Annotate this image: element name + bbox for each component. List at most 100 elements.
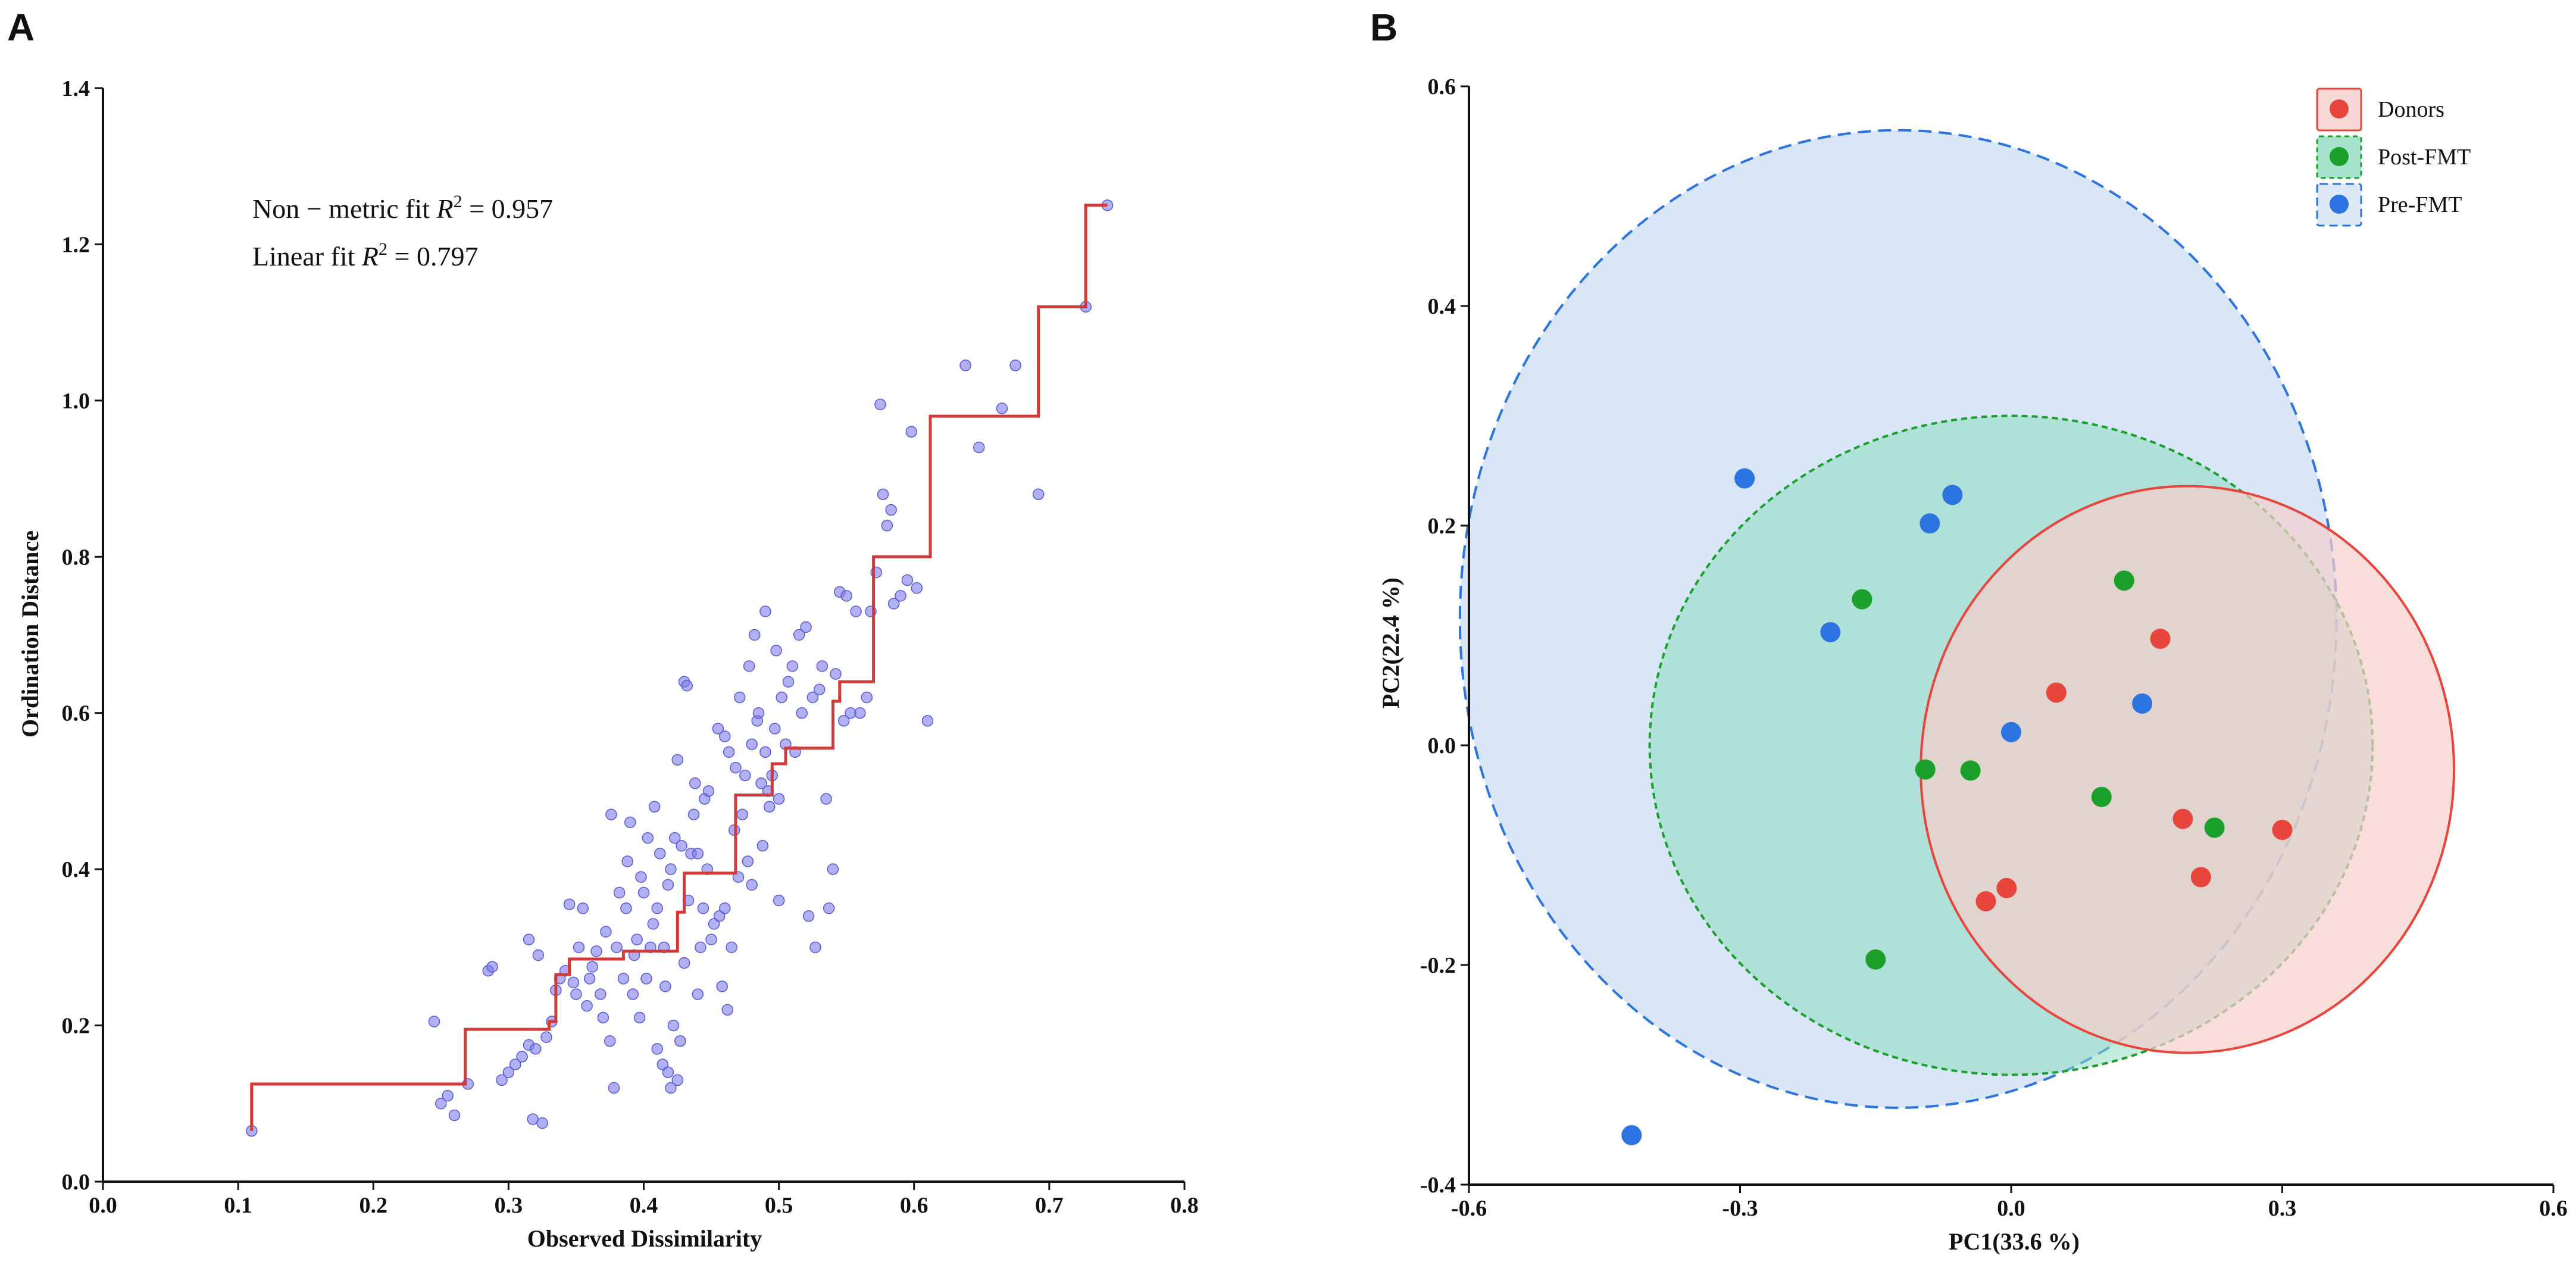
shepard-point	[581, 1000, 593, 1012]
shepard-point	[895, 590, 906, 602]
x-axis-title: Observed Dissimilarity	[527, 1225, 762, 1252]
pre-fmt-point	[1942, 485, 1963, 505]
shepard-point	[814, 683, 826, 696]
shepard-point	[665, 863, 677, 875]
shepard-point	[486, 961, 498, 973]
shepard-point	[448, 1109, 461, 1122]
shepard-point	[996, 402, 1008, 414]
nonmetric-r-symbol: R	[436, 193, 454, 224]
shepard-point	[627, 988, 639, 1000]
shepard-point	[806, 691, 819, 704]
shepard-point	[730, 761, 742, 774]
shepard-point	[721, 1004, 734, 1016]
shepard-point	[642, 832, 654, 844]
shepard-point	[1009, 360, 1021, 371]
shepard-point	[540, 1031, 552, 1044]
nonmetric-fit-annotation: Non − metric fit R2 = 0.957	[252, 192, 553, 224]
post-fmt-point	[1852, 589, 1872, 610]
pre-fmt-point	[1820, 621, 1841, 642]
shepard-point	[743, 660, 755, 672]
shepard-point	[874, 398, 886, 411]
shepard-point	[850, 605, 862, 617]
shepard-point	[861, 691, 873, 704]
y-tick-label: 1.4	[62, 76, 90, 101]
shepard-point	[624, 816, 636, 829]
shepard-point	[716, 980, 728, 992]
x-tick-label: 0.1	[224, 1193, 252, 1218]
shepard-point	[802, 910, 815, 922]
shepard-point	[854, 707, 866, 719]
shepard-point	[905, 426, 917, 438]
pc2-tick-label: 0.2	[1428, 514, 1456, 539]
shepard-point	[635, 871, 647, 883]
panel-label-a: A	[7, 6, 35, 49]
shepard-point	[830, 668, 842, 680]
shepard-point	[605, 808, 617, 821]
post-fmt-point	[2091, 786, 2112, 807]
shepard-point	[692, 848, 704, 860]
shepard-point	[631, 933, 643, 945]
shepard-point	[647, 918, 659, 930]
shepard-point	[640, 973, 652, 985]
shepard-point	[620, 902, 632, 914]
pc2-axis-title: PC2(22.4 %)	[1377, 577, 1404, 708]
shepard-point	[654, 848, 666, 860]
shepard-point	[786, 660, 799, 672]
shepard-point	[742, 855, 754, 867]
shepard-point	[687, 808, 700, 821]
y-tick-label: 0.6	[62, 701, 90, 726]
shepard-point	[746, 738, 758, 750]
shepard-point	[608, 1082, 620, 1094]
legend-label-post-fmt: Post-FMT	[2378, 145, 2471, 170]
shepard-point	[604, 1035, 616, 1047]
shepard-point	[748, 629, 761, 641]
nonmetric-step-fit-line	[250, 204, 1108, 1131]
shepard-point	[752, 707, 765, 719]
group-ellipses	[1458, 129, 2455, 1109]
shepard-point	[595, 988, 607, 1000]
shepard-point	[692, 988, 704, 1000]
shepard-point	[702, 785, 715, 797]
shepard-point	[668, 832, 681, 844]
shepard-point	[837, 715, 850, 727]
shepard-point	[600, 926, 612, 938]
donors-point	[2272, 820, 2293, 841]
donors-point	[2150, 629, 2171, 649]
pre-fmt-point	[1734, 468, 1755, 489]
shepard-point	[651, 1043, 663, 1055]
shepard-point	[590, 945, 602, 957]
shepard-point	[885, 504, 897, 516]
shepard-point	[756, 840, 769, 852]
shepard-point	[633, 1011, 646, 1024]
shepard-point	[496, 1074, 508, 1086]
shepard-point	[736, 808, 749, 821]
linear-fit-annotation: Linear fit R2 = 0.797	[252, 239, 478, 271]
shepard-point	[887, 598, 900, 610]
shepard-point	[428, 1016, 440, 1027]
shepard-point	[901, 574, 914, 586]
pc1-tick-label: -0.3	[1722, 1196, 1758, 1221]
shepard-point	[681, 680, 693, 692]
shepard-point	[442, 1089, 454, 1102]
shepard-point	[776, 691, 787, 704]
shepard-point	[877, 488, 889, 501]
post-fmt-point	[1865, 949, 1886, 970]
linear-fit-prefix: Linear fit	[252, 241, 362, 271]
shepard-point	[667, 1019, 680, 1032]
shepard-point	[759, 605, 771, 617]
shepard-point	[723, 746, 735, 758]
shepard-point	[509, 1058, 521, 1070]
legend-marker-pre-fmt	[2330, 195, 2349, 214]
shepard-point	[773, 793, 785, 805]
nonmetric-r-exponent: 2	[454, 192, 462, 211]
shepard-point	[796, 707, 808, 719]
donors-point	[1975, 891, 1996, 911]
legend-label-donors: Donors	[2378, 97, 2444, 122]
donors-point	[2172, 808, 2193, 829]
donors-ellipse	[1920, 485, 2455, 1054]
shepard-point	[827, 863, 839, 875]
donors-point	[1996, 877, 2017, 898]
nonmetric-fit-prefix: Non − metric fit	[252, 193, 437, 224]
pre-fmt-point	[1920, 513, 1940, 534]
shepard-point	[973, 441, 985, 454]
